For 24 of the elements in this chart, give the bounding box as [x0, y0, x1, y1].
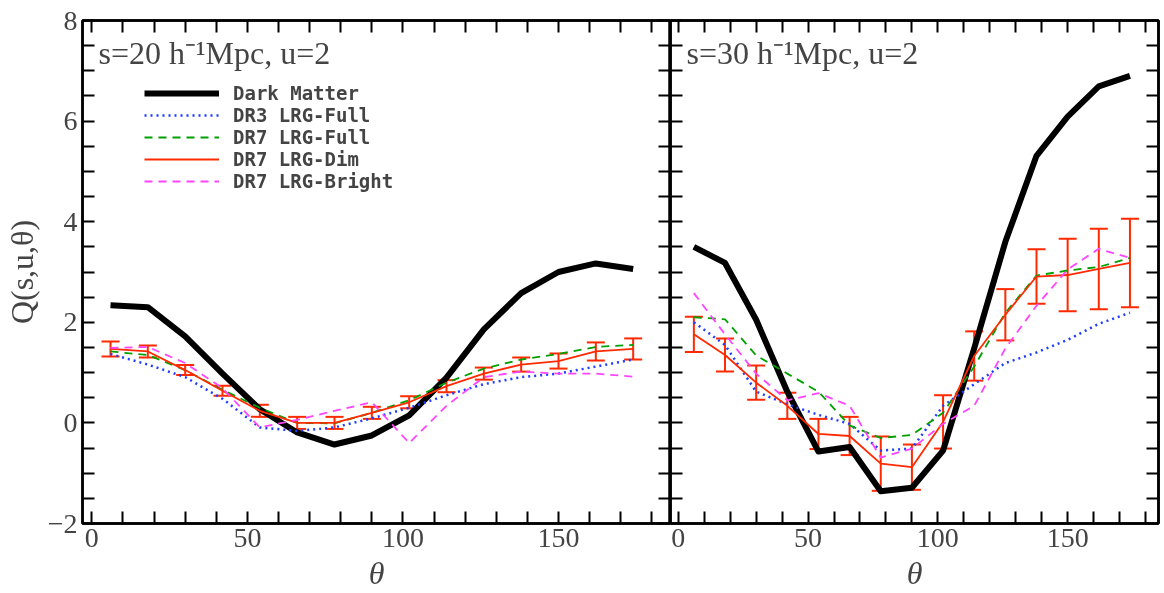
x-tick-label: 100: [381, 521, 424, 553]
y-tick-label: 2: [63, 306, 78, 338]
x-axis-title: θ: [906, 554, 923, 591]
y-tick-label: 4: [63, 205, 78, 237]
x-tick-label: 100: [916, 521, 959, 553]
chart-title: s=20 h⁻¹Mpc, u=2: [98, 34, 331, 71]
y-tick-label: 6: [63, 105, 78, 137]
legend-label: DR7 LRG-Full: [233, 126, 371, 148]
x-axis-title: θ: [368, 554, 385, 591]
legend-label: DR7 LRG-Bright: [233, 170, 394, 192]
chart-title: s=30 h⁻¹Mpc, u=2: [686, 34, 919, 71]
legend-label: Dark Matter: [233, 82, 359, 104]
x-tick-label: 0: [84, 521, 99, 553]
y-tick-label: −2: [47, 507, 78, 539]
legend-label: DR7 LRG-Dim: [233, 148, 359, 170]
x-tick-label: 50: [794, 521, 823, 553]
legend-label: DR3 LRG-Full: [233, 104, 371, 126]
y-axis-title: Q(s,u,θ): [3, 219, 40, 325]
x-tick-label: 50: [233, 521, 262, 553]
x-tick-label: 0: [671, 521, 686, 553]
x-tick-label: 150: [1046, 521, 1089, 553]
y-tick-label: 8: [63, 4, 78, 36]
x-tick-label: 150: [537, 521, 580, 553]
y-tick-label: 0: [63, 406, 78, 438]
